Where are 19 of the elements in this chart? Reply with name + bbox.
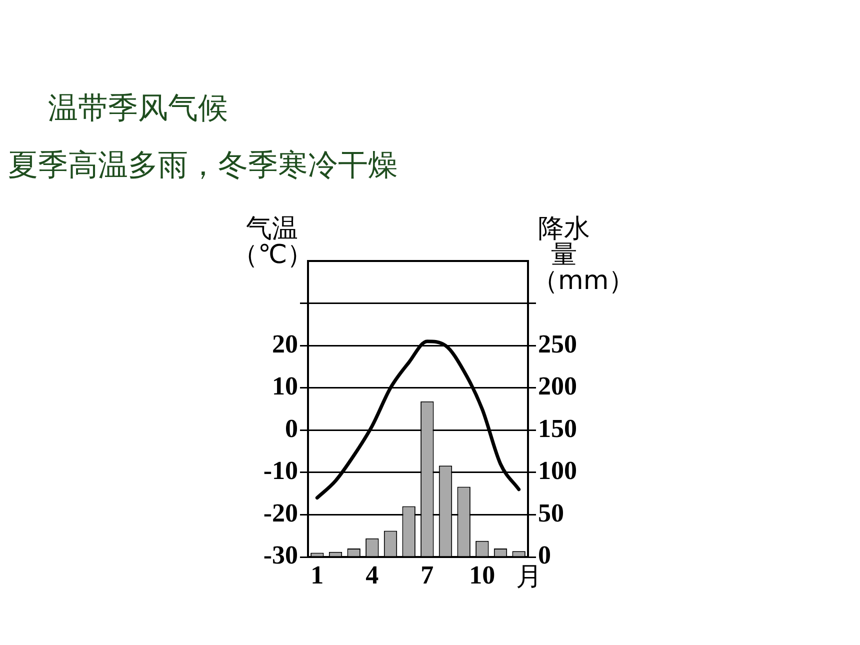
y2-tick-label: 250 — [538, 329, 577, 358]
chart-title: 温带季风气候 — [48, 90, 228, 128]
x-tick-label: 10 — [469, 560, 496, 590]
x-tick-label: 1 — [310, 560, 324, 590]
y2-tick-label: 200 — [538, 372, 577, 401]
x-tick-label: 4 — [366, 560, 379, 590]
y-tick-label: -30 — [263, 540, 298, 570]
y2-tick-label: 100 — [538, 456, 577, 486]
y-tick-label: 10 — [272, 372, 298, 401]
y2-tick-label: 150 — [538, 414, 577, 443]
y-tick-label: 0 — [285, 414, 298, 443]
y2-tick-label: 50 — [538, 498, 564, 528]
y-tick-label: -10 — [263, 456, 298, 486]
y2-axis-title: 降水量（mm） — [532, 214, 635, 296]
y-tick-label: 20 — [272, 329, 298, 358]
chart-subtitle: 夏季高温多雨，冬季寒冷干燥 — [8, 147, 398, 185]
x-tick-label: 7 — [420, 560, 434, 590]
y-axis-title: 气温（℃） — [232, 214, 314, 270]
y-tick-label: -20 — [263, 498, 298, 528]
